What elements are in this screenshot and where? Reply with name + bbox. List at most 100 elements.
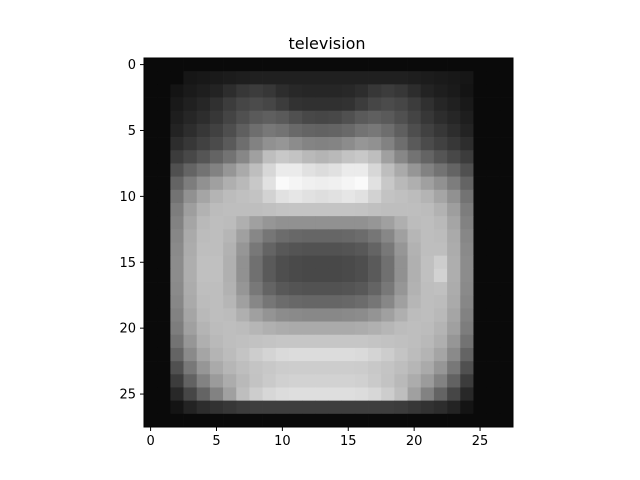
heatmap-cell: [354, 308, 369, 322]
heatmap-cell: [288, 282, 303, 296]
heatmap-cell: [302, 71, 316, 85]
heatmap-cell: [420, 295, 435, 309]
heatmap-cell: [196, 308, 211, 322]
heatmap-cell: [394, 282, 408, 296]
heatmap-cell: [223, 71, 237, 85]
heatmap-cell: [381, 282, 395, 296]
heatmap-cell: [473, 361, 487, 375]
heatmap-cell: [407, 347, 422, 362]
heatmap-cell: [275, 268, 290, 283]
heatmap-cell: [302, 110, 316, 125]
heatmap-cell: [473, 176, 487, 191]
heatmap-cell: [288, 137, 303, 151]
heatmap-cell: [447, 255, 461, 270]
heatmap-cell: [302, 176, 316, 191]
heatmap-cell: [407, 150, 422, 164]
heatmap-cell: [223, 268, 237, 283]
heatmap-cell: [262, 347, 277, 362]
heatmap-cell: [262, 282, 277, 296]
heatmap-cell: [341, 255, 356, 270]
heatmap-cell: [275, 189, 290, 204]
heatmap-cell: [288, 321, 303, 336]
heatmap-cell: [447, 347, 461, 362]
heatmap-cell: [196, 202, 211, 217]
heatmap-cell: [368, 413, 382, 428]
heatmap-cell: [394, 413, 408, 428]
heatmap-cell: [183, 202, 198, 217]
heatmap-cell: [460, 216, 474, 230]
heatmap-cell: [170, 58, 184, 72]
heatmap-cell: [209, 268, 224, 283]
heatmap-cell: [144, 137, 158, 151]
heatmap-cell: [144, 361, 158, 375]
heatmap-cell: [460, 282, 474, 296]
heatmap-cell: [420, 282, 435, 296]
heatmap-cell: [157, 387, 171, 401]
heatmap-cell: [394, 97, 408, 112]
heatmap-cell: [183, 123, 198, 138]
heatmap-cell: [341, 229, 356, 243]
heatmap-cell: [157, 71, 171, 85]
heatmap-cell: [499, 387, 514, 401]
heatmap-cell: [223, 229, 237, 243]
heatmap-cell: [328, 295, 343, 309]
heatmap-cell: [302, 202, 316, 217]
heatmap-cell: [144, 71, 158, 85]
heatmap-cell: [196, 123, 211, 138]
heatmap-cell: [447, 150, 461, 164]
heatmap-cell: [249, 71, 263, 85]
heatmap-cell: [381, 361, 395, 375]
heatmap-cell: [236, 308, 250, 322]
heatmap-cell: [473, 255, 487, 270]
heatmap-cell: [368, 374, 382, 388]
heatmap-cell: [433, 268, 448, 283]
heatmap-cell: [473, 216, 487, 230]
heatmap-cell: [354, 374, 369, 388]
heatmap-cell: [433, 137, 448, 151]
heatmap-cell: [473, 295, 487, 309]
heatmap-cell: [341, 268, 356, 283]
heatmap-cell: [499, 137, 514, 151]
heatmap-cell: [288, 163, 303, 177]
heatmap-cell: [209, 242, 224, 257]
heatmap-cell: [460, 255, 474, 270]
x-tick-label: 5: [212, 434, 220, 449]
heatmap-cell: [262, 163, 277, 177]
heatmap-cell: [460, 97, 474, 112]
heatmap-cell: [249, 374, 263, 388]
heatmap-cell: [275, 334, 290, 349]
heatmap-cell: [196, 374, 211, 388]
heatmap-cell: [354, 71, 369, 85]
heatmap-cell: [302, 242, 316, 257]
heatmap-cell: [328, 400, 343, 415]
heatmap-cell: [223, 334, 237, 349]
heatmap-cell: [328, 282, 343, 296]
heatmap-cell: [315, 308, 329, 322]
heatmap-cell: [341, 400, 356, 415]
heatmap-cell: [315, 400, 329, 415]
heatmap-cell: [183, 137, 198, 151]
heatmap-cell: [394, 347, 408, 362]
heatmap-cell: [447, 295, 461, 309]
heatmap-cell: [275, 150, 290, 164]
heatmap-cell: [473, 123, 487, 138]
heatmap-cell: [183, 71, 198, 85]
heatmap-cell: [170, 308, 184, 322]
heatmap-cell: [288, 123, 303, 138]
heatmap-cell: [315, 321, 329, 336]
heatmap-cell: [196, 163, 211, 177]
heatmap-cell: [183, 255, 198, 270]
heatmap-cell: [420, 308, 435, 322]
heatmap-cell: [170, 163, 184, 177]
heatmap-cell: [315, 189, 329, 204]
heatmap-cell: [249, 110, 263, 125]
heatmap-cell: [473, 110, 487, 125]
heatmap-cell: [486, 334, 501, 349]
heatmap-cell: [170, 295, 184, 309]
heatmap-cell: [288, 308, 303, 322]
heatmap-cell: [209, 97, 224, 112]
heatmap-cell: [433, 97, 448, 112]
heatmap-cell: [262, 58, 277, 72]
heatmap-cell: [236, 268, 250, 283]
heatmap-cell: [236, 361, 250, 375]
